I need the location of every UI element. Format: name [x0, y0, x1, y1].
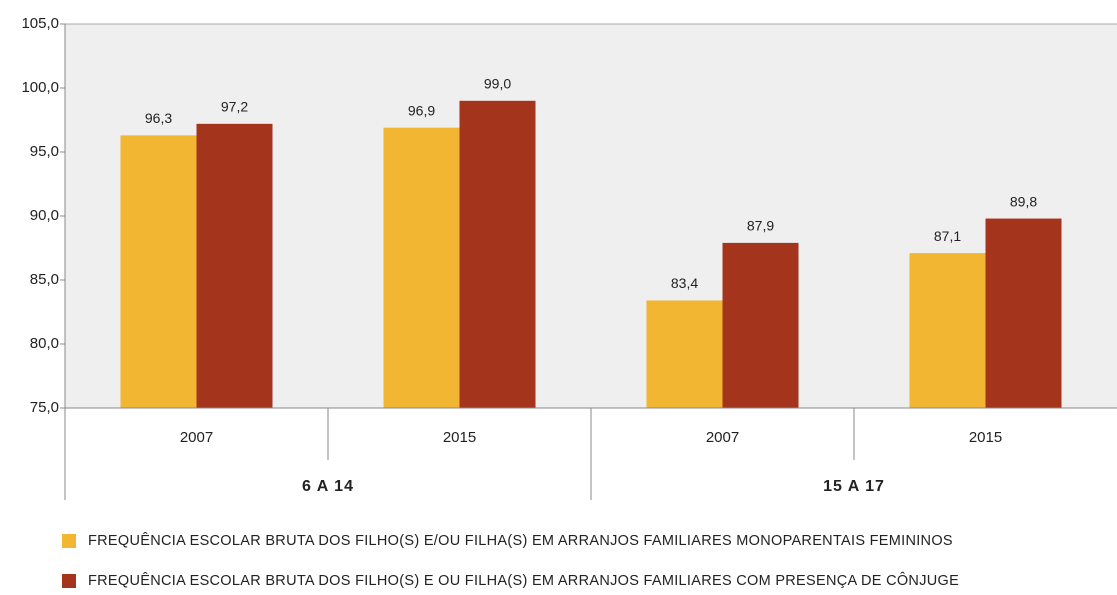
legend-label: FREQUÊNCIA ESCOLAR BRUTA DOS FILHO(S) E/…: [88, 532, 953, 549]
bar: [985, 218, 1062, 408]
y-tick-label: 100,0: [21, 79, 59, 96]
value-label: 87,9: [747, 218, 774, 234]
bar: [909, 253, 986, 408]
value-label: 96,9: [408, 102, 435, 118]
x-tick-label: 2015: [443, 429, 476, 446]
legend-swatch: [62, 574, 76, 588]
group-label: 15 A 17: [823, 478, 885, 495]
value-label: 87,1: [934, 228, 961, 244]
bar: [646, 300, 723, 408]
value-label: 83,4: [671, 275, 698, 291]
y-tick-label: 90,0: [30, 207, 59, 224]
bar: [383, 127, 460, 409]
bar: [459, 100, 536, 409]
group-label: 6 A 14: [302, 478, 354, 495]
value-label: 97,2: [221, 99, 248, 115]
x-tick-label: 2007: [180, 429, 213, 446]
value-label: 89,8: [1010, 193, 1037, 209]
y-tick-label: 85,0: [30, 271, 59, 288]
y-tick-label: 105,0: [21, 15, 59, 32]
value-label: 96,3: [145, 110, 172, 126]
y-tick-label: 95,0: [30, 143, 59, 160]
bar: [196, 123, 273, 408]
bar: [120, 135, 197, 409]
legend-swatch: [62, 534, 76, 548]
y-tick-label: 75,0: [30, 399, 59, 416]
bar: [722, 242, 799, 408]
y-tick-label: 80,0: [30, 335, 59, 352]
value-label: 99,0: [484, 76, 511, 92]
x-tick-label: 2007: [706, 429, 739, 446]
legend-label: FREQUÊNCIA ESCOLAR BRUTA DOS FILHO(S) E …: [88, 572, 959, 589]
x-tick-label: 2015: [969, 429, 1002, 446]
